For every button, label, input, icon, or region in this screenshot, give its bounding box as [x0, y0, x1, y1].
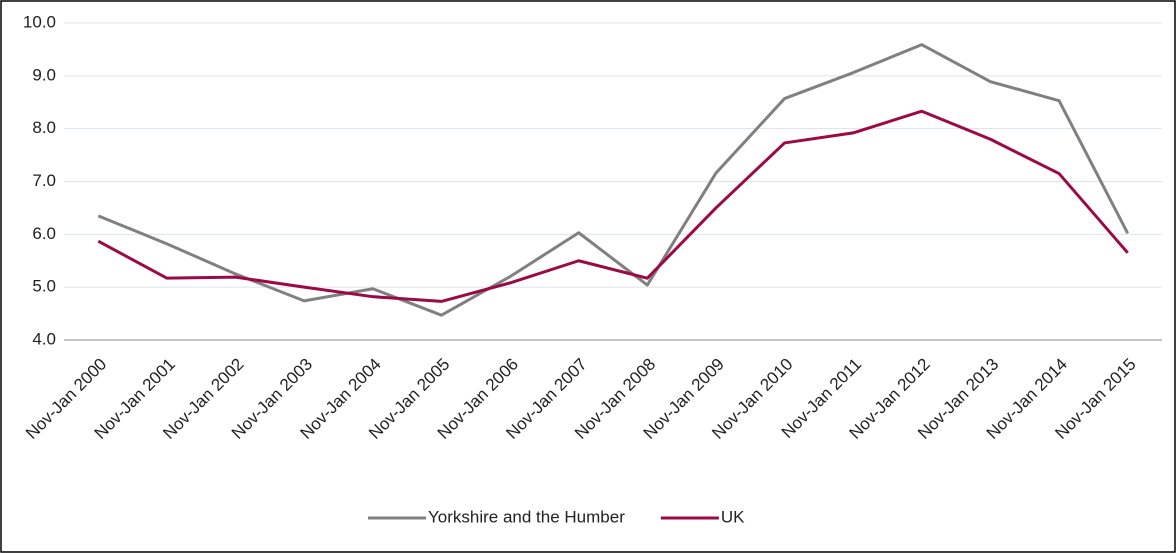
legend-label: Yorkshire and the Humber [428, 507, 625, 526]
y-tick-label: 8.0 [32, 118, 56, 137]
series-line [97, 109, 1129, 303]
series-line [97, 43, 1130, 317]
y-tick-label: 9.0 [32, 65, 56, 84]
y-tick-label: 7.0 [32, 171, 56, 190]
y-tick-label: 6.0 [32, 224, 56, 243]
y-tick-label: 4.0 [32, 329, 56, 348]
y-tick-label: 10.0 [23, 12, 56, 31]
legend-label: UK [721, 507, 745, 526]
y-tick-label: 5.0 [32, 277, 56, 296]
